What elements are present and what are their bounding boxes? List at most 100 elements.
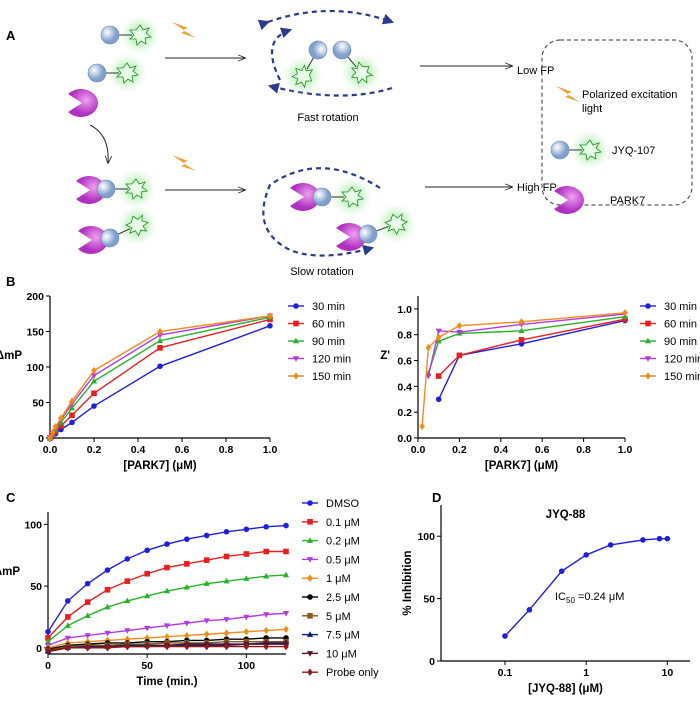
legend-marker: [307, 574, 313, 582]
legend-label: 150 min: [664, 371, 700, 383]
legend-marker: [645, 303, 651, 309]
x-tick-label: 1.0: [263, 444, 278, 456]
legend-marker: [306, 537, 314, 543]
chart-title: JYQ-88: [546, 509, 586, 521]
marker: [183, 620, 190, 627]
y-tick-label: 50: [30, 581, 42, 593]
x-axis-label: [PARK7] (μM): [485, 460, 558, 472]
diagram-label: Slow rotation: [290, 266, 354, 278]
marker: [124, 628, 131, 634]
diagram-label: Fast rotation: [297, 112, 358, 124]
marker: [157, 327, 163, 336]
marker: [184, 561, 190, 567]
legend-marker: [645, 372, 651, 380]
light-icon: [172, 22, 196, 38]
legend-label: 30 min: [664, 301, 697, 313]
marker: [58, 414, 64, 422]
legend-marker: [307, 500, 313, 506]
x-tick-label: 0.6: [535, 444, 550, 456]
marker: [104, 567, 111, 573]
legend-marker: [293, 320, 299, 327]
marker: [223, 617, 230, 623]
protein-icon: [554, 186, 585, 214]
legend-label: 10 μM: [326, 648, 357, 660]
marker: [183, 583, 190, 590]
y-tick-label: 0.2: [397, 407, 412, 419]
marker: [263, 626, 269, 635]
marker: [164, 642, 170, 651]
legend-marker: [293, 303, 299, 309]
marker: [267, 323, 273, 329]
y-axis-label: ΔmP: [0, 566, 20, 578]
probe-icon: [87, 52, 148, 94]
marker: [84, 580, 91, 587]
legend-label: 120 min: [664, 354, 700, 366]
marker: [91, 390, 97, 397]
probe-icon: [92, 198, 165, 261]
marker: [91, 366, 97, 375]
marker: [583, 552, 589, 558]
legend-box: [541, 39, 693, 206]
diagram: A Fast rotation Low FP Slow rotation Hig…: [6, 9, 693, 278]
marker: [157, 363, 163, 370]
marker: [45, 628, 51, 635]
annotation-part: =0.24 μM: [575, 591, 624, 603]
marker: [124, 642, 131, 651]
y-tick-label: 0: [38, 433, 44, 445]
legend-marker: [293, 372, 299, 380]
marker: [456, 322, 463, 330]
x-axis-label: [PARK7] (μM): [123, 460, 196, 472]
legend-label: 60 min: [664, 319, 697, 331]
marker: [425, 343, 432, 352]
legend-marker: [306, 651, 314, 657]
marker: [283, 625, 289, 633]
legend-label: 150 min: [312, 371, 351, 383]
marker: [203, 580, 210, 586]
legend-label: 0.5 μM: [326, 554, 360, 566]
x-tick-label: 100: [238, 660, 256, 672]
marker: [435, 396, 442, 403]
legend-marker: [306, 557, 314, 563]
marker: [282, 611, 290, 617]
marker: [157, 345, 163, 351]
y-tick-label: 0.8: [397, 330, 412, 342]
marker: [65, 598, 71, 604]
marker: [124, 556, 131, 562]
y-tick-label: 0.6: [397, 356, 412, 368]
series-line: [438, 318, 626, 377]
diagram-label: Low FP: [517, 65, 554, 77]
marker: [144, 642, 150, 651]
marker: [267, 312, 273, 320]
marker: [124, 597, 131, 604]
marker: [283, 522, 289, 529]
marker: [223, 642, 230, 651]
legend-label: 2.5 μM: [326, 592, 360, 604]
x-axis-label: Time (min.): [136, 676, 197, 688]
x-tick-label: 0.4: [131, 444, 146, 456]
x-tick-label: 0.2: [87, 444, 102, 456]
y-tick-label: 150: [26, 327, 44, 339]
legend-marker: [306, 631, 314, 637]
marker: [263, 572, 270, 579]
light-icon: [556, 86, 580, 102]
rotation-arrow: [262, 167, 381, 257]
marker: [435, 333, 442, 341]
x-tick-label: 0.8: [219, 444, 234, 456]
legend-label: PARK7: [610, 195, 645, 207]
legend-marker: [307, 594, 313, 600]
marker: [58, 423, 64, 429]
protein-icon: [68, 89, 99, 117]
marker: [558, 568, 565, 574]
marker: [64, 635, 71, 642]
annotation: IC50 =0.24 μM: [555, 591, 624, 605]
y-tick-label: 100: [417, 531, 435, 543]
marker: [84, 644, 91, 652]
marker: [163, 623, 171, 629]
panel-label: A: [6, 28, 16, 43]
y-tick-label: 50: [423, 594, 435, 606]
legend-marker: [644, 356, 652, 362]
marker: [283, 642, 289, 651]
legend-marker: [645, 320, 651, 327]
marker: [69, 397, 75, 405]
marker: [664, 535, 671, 542]
